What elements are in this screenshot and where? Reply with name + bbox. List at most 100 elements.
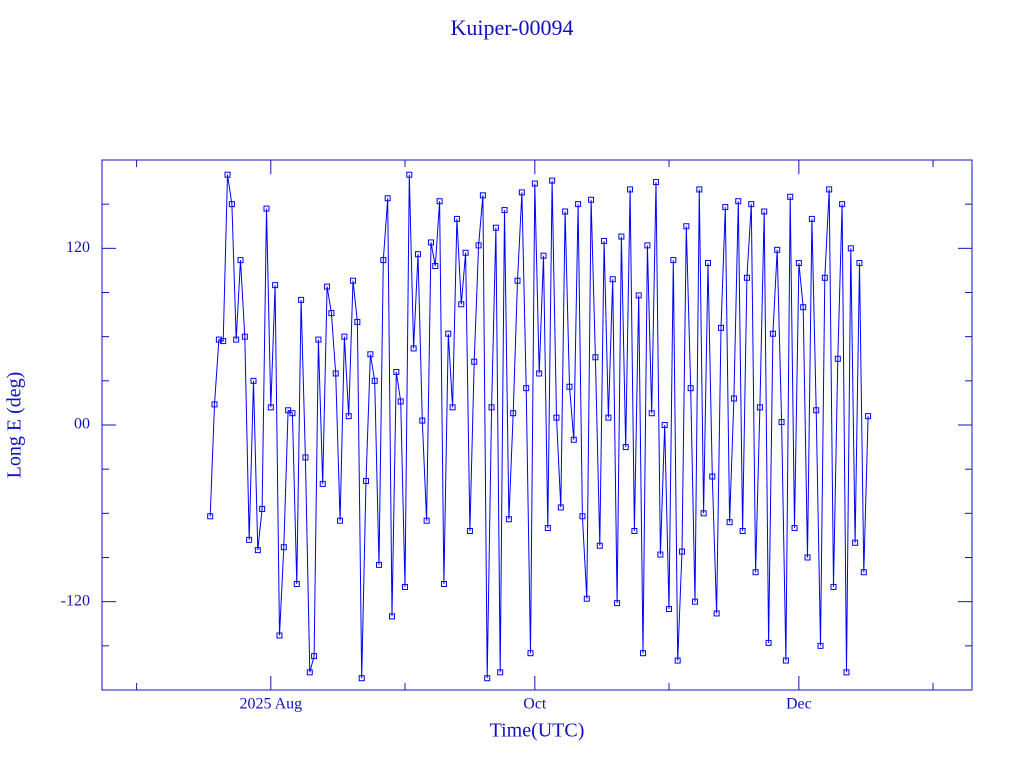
data-point bbox=[237, 257, 244, 264]
data-point bbox=[739, 528, 746, 534]
data-point bbox=[756, 404, 763, 411]
data-point bbox=[419, 417, 426, 424]
data-point bbox=[324, 283, 331, 290]
data-point bbox=[523, 385, 530, 392]
data-point bbox=[765, 639, 772, 646]
data-point bbox=[466, 528, 473, 534]
data-point bbox=[384, 195, 391, 202]
data-point bbox=[865, 413, 872, 420]
data-point bbox=[670, 257, 677, 264]
data-point bbox=[614, 600, 621, 607]
data-point bbox=[440, 581, 447, 587]
data-point bbox=[436, 198, 443, 205]
data-point bbox=[280, 544, 287, 551]
data-point bbox=[293, 581, 300, 587]
data-point bbox=[817, 642, 824, 649]
data-point bbox=[579, 513, 586, 520]
data-point bbox=[410, 345, 417, 352]
data-point bbox=[527, 650, 534, 657]
x-tick-label: 2025 Aug bbox=[239, 696, 302, 713]
data-point bbox=[302, 454, 309, 461]
data-point bbox=[661, 422, 668, 428]
data-point bbox=[220, 338, 227, 345]
data-point bbox=[800, 304, 807, 311]
data-point bbox=[691, 598, 698, 605]
data-point bbox=[350, 277, 357, 284]
data-point bbox=[328, 310, 335, 317]
data-point bbox=[228, 201, 235, 208]
data-point bbox=[834, 355, 841, 362]
data-point bbox=[713, 610, 720, 617]
data-point bbox=[414, 251, 421, 258]
data-point bbox=[311, 653, 318, 660]
data-point bbox=[224, 171, 231, 178]
data-point bbox=[233, 336, 240, 343]
data-point bbox=[640, 650, 647, 657]
data-point bbox=[735, 198, 742, 205]
data-point bbox=[605, 414, 612, 421]
data-point bbox=[484, 675, 491, 682]
data-point bbox=[761, 208, 768, 215]
data-point bbox=[267, 404, 274, 411]
y-axis-label: Long E (deg) bbox=[4, 372, 26, 479]
data-point bbox=[847, 245, 854, 252]
data-point bbox=[250, 377, 257, 384]
data-point bbox=[583, 595, 590, 602]
data-point bbox=[782, 657, 789, 664]
data-point bbox=[795, 260, 802, 267]
data-point bbox=[462, 249, 469, 256]
data-point bbox=[458, 301, 465, 308]
data-point bbox=[254, 547, 261, 554]
data-point bbox=[341, 333, 348, 340]
data-point bbox=[319, 480, 326, 487]
data-point bbox=[544, 525, 551, 532]
data-point bbox=[376, 561, 383, 568]
data-point bbox=[722, 204, 729, 211]
data-point bbox=[306, 669, 313, 676]
data-point bbox=[717, 324, 724, 331]
data-point bbox=[501, 207, 508, 214]
data-point bbox=[787, 193, 794, 200]
data-point bbox=[488, 404, 495, 411]
data-point bbox=[570, 436, 577, 443]
data-point bbox=[514, 277, 521, 284]
data-point bbox=[843, 669, 850, 676]
x-tick-label: Dec bbox=[786, 696, 812, 713]
data-point bbox=[241, 333, 248, 340]
data-point bbox=[345, 413, 352, 420]
x-tick-label: Oct bbox=[523, 696, 547, 713]
data-point bbox=[648, 410, 655, 417]
data-point bbox=[618, 233, 625, 240]
data-point bbox=[709, 473, 716, 480]
data-point bbox=[679, 548, 685, 555]
data-point bbox=[653, 179, 660, 186]
data-point bbox=[298, 296, 305, 303]
data-point bbox=[774, 246, 781, 253]
data-point bbox=[557, 504, 564, 511]
data-point bbox=[497, 669, 504, 676]
data-point bbox=[791, 525, 798, 532]
data-point bbox=[453, 215, 460, 222]
data-point bbox=[211, 401, 218, 408]
data-point bbox=[743, 274, 750, 281]
data-point bbox=[315, 336, 322, 343]
data-point bbox=[808, 215, 815, 222]
data-point bbox=[553, 414, 560, 421]
y-tick-label: -120 bbox=[61, 592, 90, 609]
data-point bbox=[726, 519, 733, 526]
data-point bbox=[471, 358, 478, 365]
data-point bbox=[449, 404, 456, 411]
data-point bbox=[700, 510, 707, 517]
data-point bbox=[644, 242, 651, 249]
data-point bbox=[371, 377, 378, 384]
data-point bbox=[380, 257, 387, 264]
data-point bbox=[826, 186, 833, 193]
data-point bbox=[518, 189, 525, 196]
data-point bbox=[505, 516, 512, 523]
data-point bbox=[778, 419, 785, 426]
data-point bbox=[479, 192, 486, 199]
data-point bbox=[276, 632, 283, 639]
data-point bbox=[696, 186, 703, 193]
data-point bbox=[666, 606, 673, 613]
